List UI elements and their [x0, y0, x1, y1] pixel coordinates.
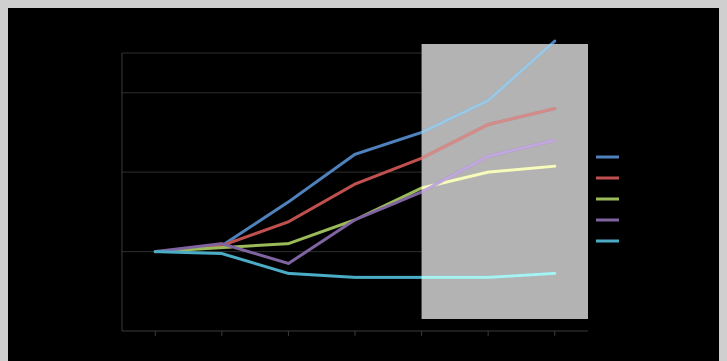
- series-line-highlighted-5: [421, 271, 557, 279]
- axes: [121, 53, 588, 336]
- series-line-highlighted-3: [421, 164, 557, 190]
- legend: [596, 155, 619, 243]
- series-line-highlighted-2: [421, 107, 557, 160]
- series-line-highlighted-4: [421, 138, 557, 194]
- series-lines: [153, 39, 557, 279]
- chart-area: [8, 8, 719, 361]
- series-line-highlighted-1: [421, 44, 554, 135]
- line-chart: [121, 39, 619, 336]
